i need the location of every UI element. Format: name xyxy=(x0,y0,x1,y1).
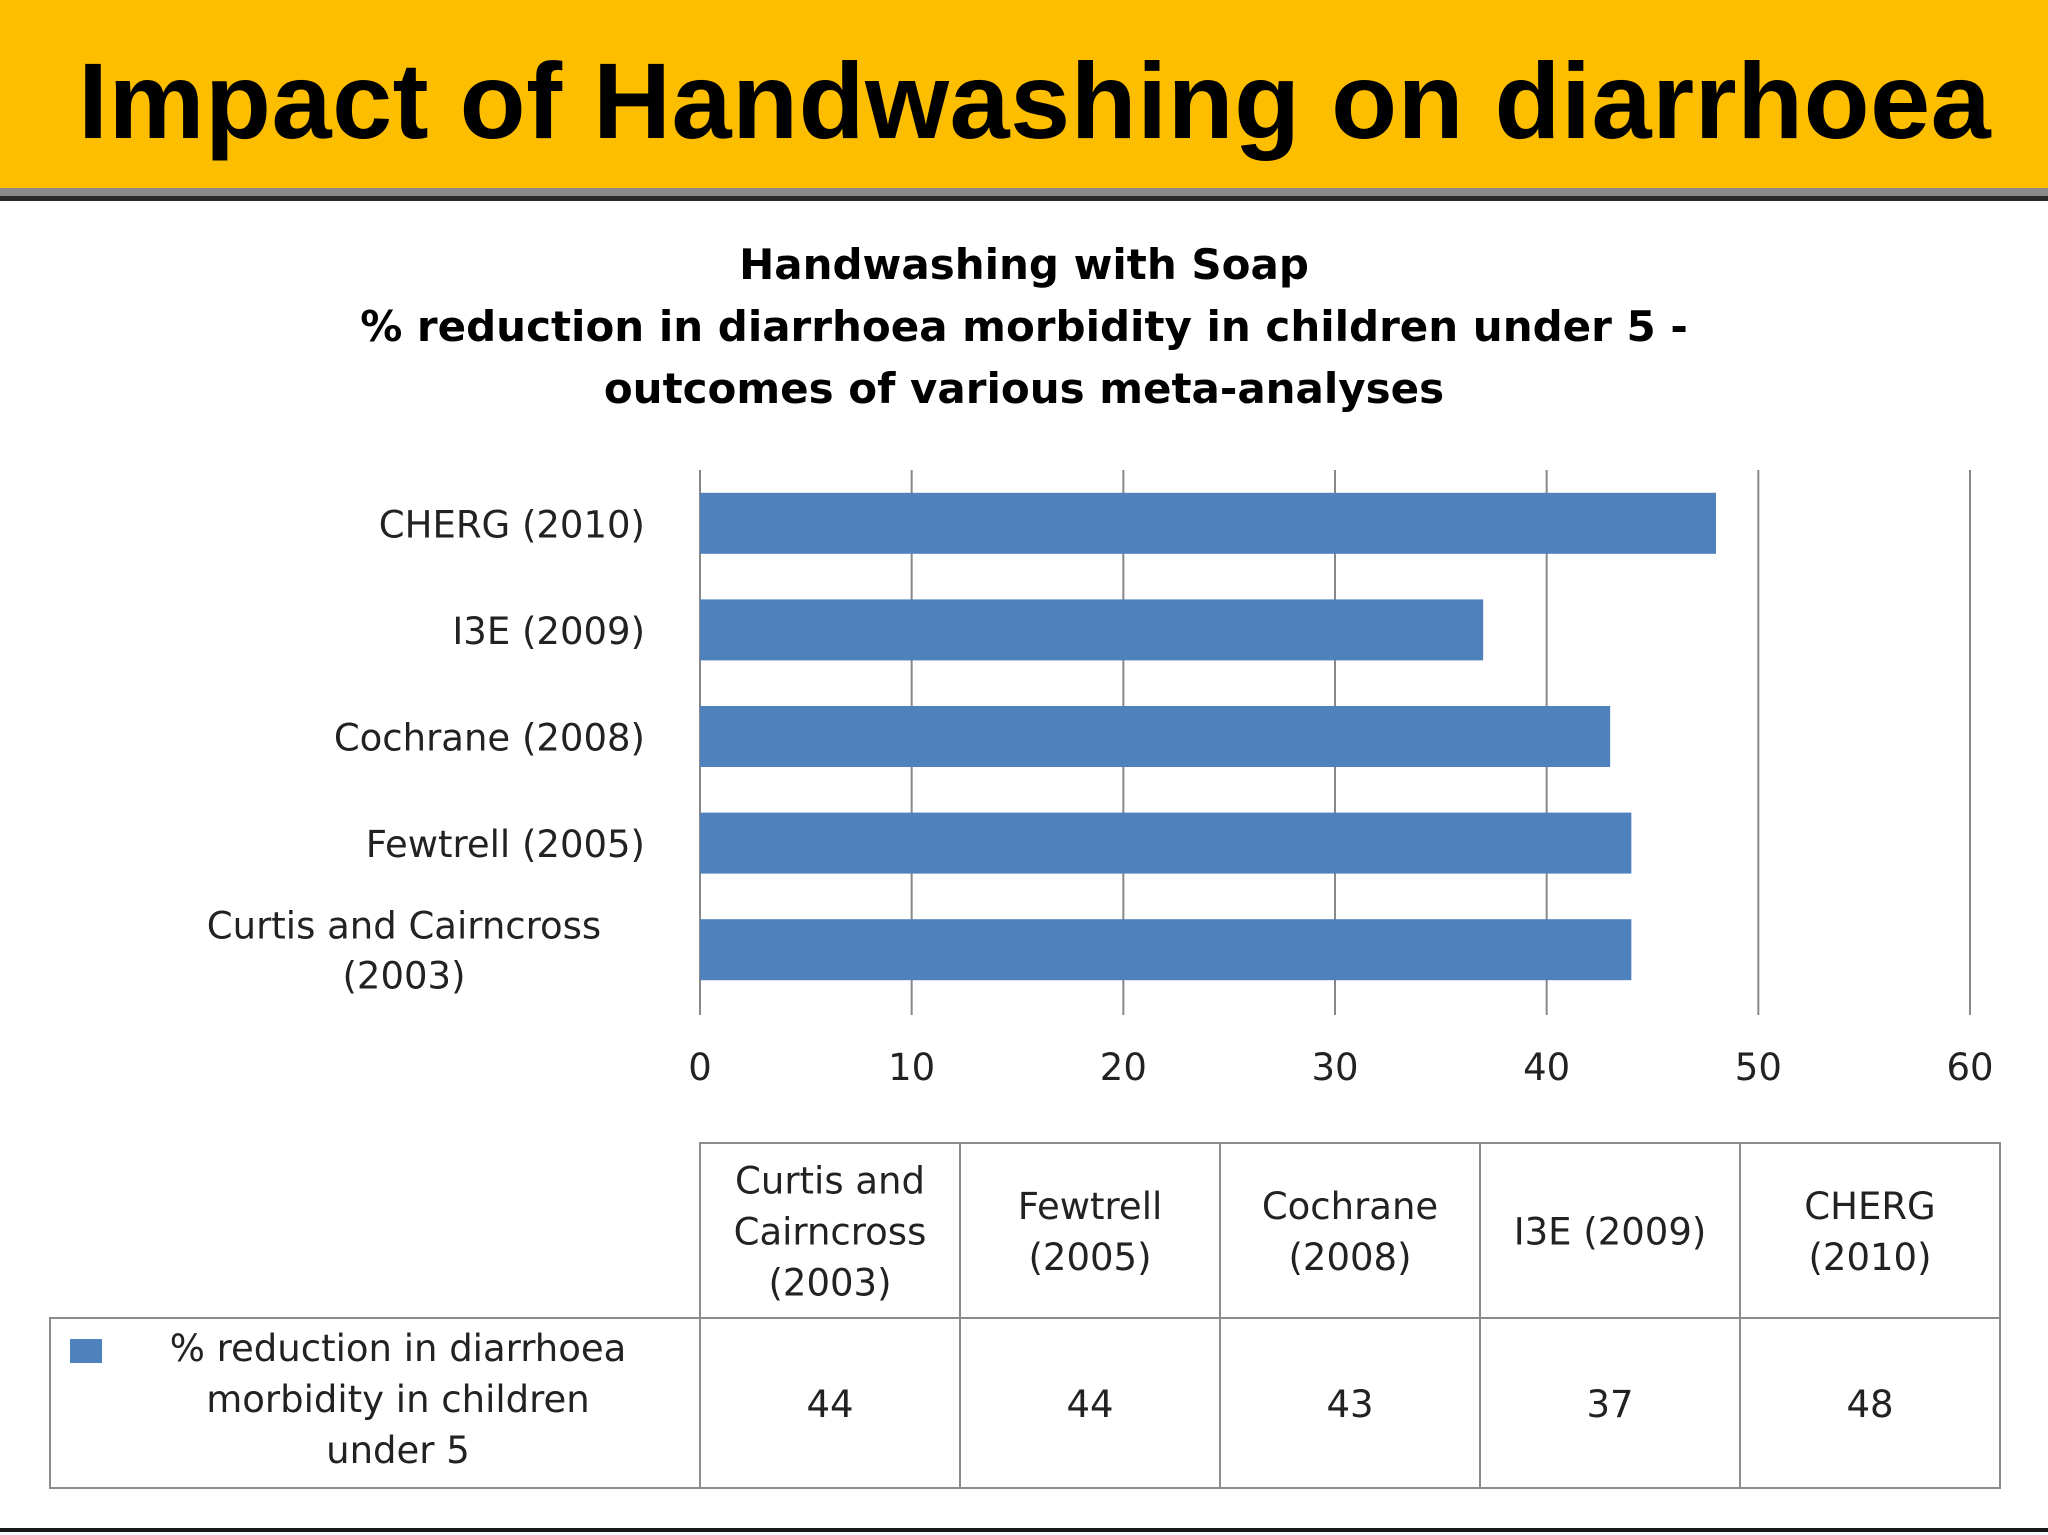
table-value: 44 xyxy=(1066,1383,1113,1426)
header-divider xyxy=(0,188,2048,196)
chart-title-line-1: Handwashing with Soap xyxy=(739,240,1309,289)
table-header-label: (2008) xyxy=(1288,1236,1411,1279)
header-divider-dark xyxy=(0,196,2048,201)
x-tick-label: 40 xyxy=(1523,1046,1570,1089)
slide-title: Impact of Handwashing on diarrhoea xyxy=(78,40,1992,161)
table-header-label: I3E (2009) xyxy=(1514,1211,1707,1254)
table-header-label: (2003) xyxy=(768,1262,891,1305)
table-header-label: (2005) xyxy=(1028,1236,1151,1279)
bar-chart: Curtis and Cairncross (2003) Fewtrell (200… xyxy=(207,470,1994,1089)
table-series-label: % reduction in diarrhoea xyxy=(170,1327,627,1370)
table-value: 43 xyxy=(1326,1383,1373,1426)
table-value: 37 xyxy=(1586,1383,1633,1426)
x-tick-label: 0 xyxy=(688,1046,712,1089)
table-header-label: Curtis and xyxy=(735,1160,925,1203)
table-header-label: Fewtrell xyxy=(1018,1185,1163,1228)
table-header-label: Cairncross xyxy=(734,1211,927,1254)
chart-title-line-2: % reduction in diarrhoea morbidity in ch… xyxy=(360,302,1688,351)
bar xyxy=(700,492,1716,554)
slide-header xyxy=(0,0,2048,188)
x-tick-label: 30 xyxy=(1311,1046,1358,1089)
table-value: 44 xyxy=(806,1383,853,1426)
bar xyxy=(700,706,1611,767)
footer-divider xyxy=(0,1528,2048,1532)
x-tick-label: 10 xyxy=(888,1046,935,1089)
y-tick-label: Cochrane (2008) xyxy=(334,717,645,760)
table-series-label: morbidity in children xyxy=(206,1378,590,1421)
y-tick-label: CHERG (2010) xyxy=(379,503,645,546)
chart-title-line-3: outcomes of various meta-analyses xyxy=(603,364,1445,413)
y-tick-label: Fewtrell (2005) xyxy=(366,823,645,866)
table-data-row xyxy=(49,1317,2001,1489)
table-header-label: Cochrane xyxy=(1262,1185,1438,1228)
table-series-label: under 5 xyxy=(326,1429,470,1472)
x-tick-label: 60 xyxy=(1946,1046,1993,1089)
legend-key xyxy=(70,1339,102,1363)
y-tick-label: (2003) xyxy=(342,955,465,998)
bar xyxy=(700,599,1484,661)
table-header-label: (2010) xyxy=(1808,1236,1931,1279)
table-header-label: CHERG xyxy=(1804,1185,1935,1228)
y-tick-label: Curtis and Cairncross xyxy=(207,905,601,948)
bar xyxy=(700,812,1632,874)
y-tick-label: I3E (2009) xyxy=(452,610,645,653)
bar xyxy=(700,919,1632,981)
table-value: 48 xyxy=(1846,1383,1893,1426)
x-tick-label: 20 xyxy=(1100,1046,1147,1089)
x-tick-label: 50 xyxy=(1735,1046,1782,1089)
